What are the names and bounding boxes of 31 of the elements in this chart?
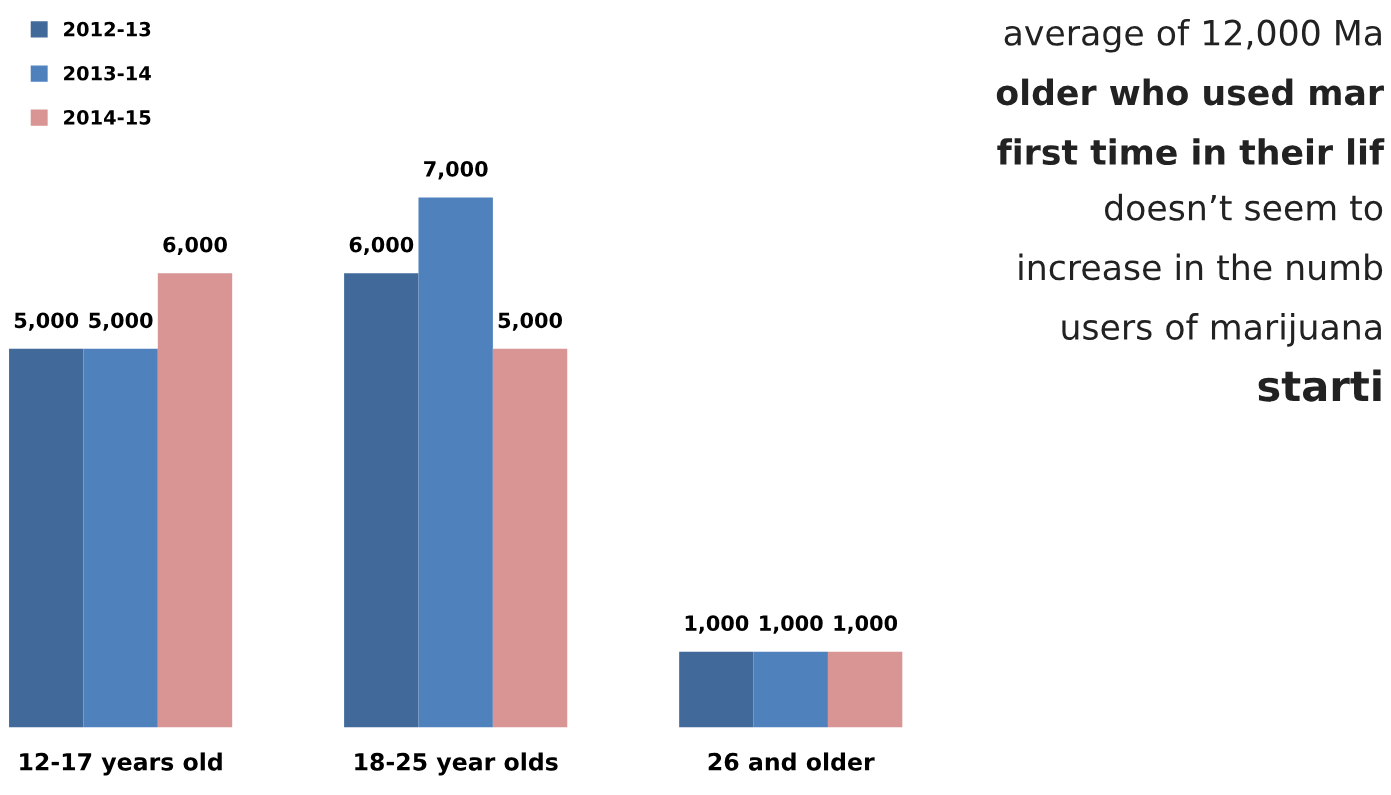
bar	[753, 651, 828, 728]
bar	[679, 651, 754, 728]
bar	[418, 197, 493, 728]
bar	[344, 273, 419, 728]
text: users of marijuana	[1062, 313, 1381, 347]
legend-label: 2012-13	[64, 21, 151, 37]
data-label: 5,000	[14, 312, 79, 331]
text: older who used mar	[996, 78, 1384, 106]
data-label: 1,000	[834, 615, 898, 634]
data-label: 5,000	[498, 312, 563, 331]
data-label: 1,000	[685, 615, 749, 634]
data-label: 6,000	[163, 236, 227, 256]
x-tick-label: 26 and older	[708, 752, 875, 771]
text: average of 12,000 Ma	[1004, 18, 1381, 53]
text: increase in the numb	[1019, 253, 1383, 281]
data-label: 1,000	[760, 615, 823, 634]
data-label: 5,000	[89, 312, 153, 331]
bar	[9, 348, 84, 728]
text: doesn’t seem to	[1105, 193, 1383, 221]
bar	[157, 273, 233, 728]
legend-label: 2013-14	[64, 65, 151, 81]
x-tick-label: 18-25 year olds	[355, 752, 558, 776]
bar	[492, 348, 568, 728]
text: first time in their lif	[997, 138, 1385, 166]
bar	[83, 348, 158, 728]
bar	[827, 651, 903, 728]
data-label: 6,000	[349, 236, 414, 256]
legend-label: 2014-15	[64, 110, 151, 125]
x-tick-label: 12-17 years old	[20, 752, 222, 776]
data-label: 7,000	[424, 160, 488, 180]
text: starti	[1258, 369, 1381, 402]
